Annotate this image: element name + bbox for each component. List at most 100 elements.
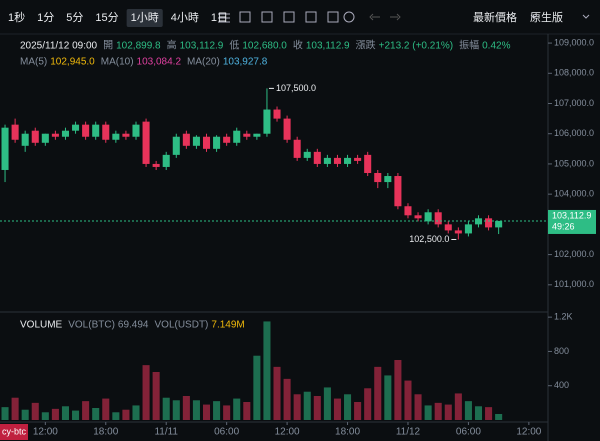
candle-body: [102, 124, 110, 140]
volume-bar: [112, 412, 120, 420]
x-tick-label: 11/11: [154, 427, 178, 438]
volume-bar: [223, 405, 231, 420]
candle-body: [31, 130, 39, 143]
interval-button[interactable]: 4小時: [171, 11, 199, 24]
volume-bar: [424, 405, 432, 420]
candle-body: [82, 124, 90, 137]
candle-body: [404, 206, 412, 216]
last-price-box: [548, 209, 596, 234]
candle-body: [374, 173, 382, 183]
candle-body: [414, 215, 422, 219]
candle-body: [41, 133, 49, 143]
interval-button[interactable]: 1分: [37, 11, 54, 24]
volume-bar: [41, 412, 49, 420]
volume-bar: [152, 372, 160, 420]
volume-bar: [384, 375, 392, 420]
interval-button[interactable]: 1秒: [8, 10, 25, 24]
candle-body: [344, 157, 352, 164]
last-price: 103,112.9: [552, 210, 591, 220]
candle-body: [253, 133, 261, 137]
y-tick-label: 400: [554, 380, 569, 390]
volume-bar: [464, 401, 472, 420]
candle-body: [132, 124, 140, 137]
y-tick-label: 105,000.0: [554, 158, 594, 168]
volume-bar: [202, 404, 211, 420]
volume-bar: [333, 398, 341, 420]
volume-bar: [142, 365, 150, 420]
interval-button[interactable]: 5分: [66, 11, 83, 24]
candle-body: [444, 224, 452, 231]
volume-bar: [51, 408, 59, 420]
candle-body: [61, 130, 70, 137]
candle-body: [202, 136, 211, 149]
volume-bar: [31, 402, 39, 420]
x-tick-label: 06:00: [456, 427, 481, 438]
header-label: MA(10): [101, 57, 134, 68]
x-tick-label: 12:00: [33, 427, 58, 438]
header-label: VOL(BTC): [68, 320, 115, 331]
candle-body: [293, 139, 301, 158]
x-tick-label: 12:00: [275, 427, 300, 438]
header-label: 高: [167, 39, 177, 52]
y-tick-label: 106,000.0: [554, 128, 594, 138]
volume-bar: [1, 407, 9, 420]
volume-bar: [102, 398, 110, 420]
candle-body: [323, 157, 331, 164]
toolbar-icons[interactable]: [218, 11, 590, 23]
candle-body: [233, 130, 241, 143]
candle-body: [384, 176, 392, 183]
candle-body: [152, 163, 160, 167]
volume-bar: [303, 391, 311, 420]
header-value: 103,927.8: [223, 57, 268, 68]
x-tick-label: 18:00: [335, 427, 360, 438]
candle-body: [192, 136, 200, 146]
volume-bar: [495, 414, 503, 420]
volume-bar: [474, 406, 483, 420]
header-value: 0.42%: [482, 41, 510, 52]
header-value: 102,945.0: [50, 57, 95, 68]
volume-bar: [82, 401, 90, 420]
x-tick-label: 12:00: [516, 427, 541, 438]
price-type[interactable]: 最新價格: [473, 10, 517, 24]
volume-bar: [344, 394, 352, 420]
interval-button[interactable]: 1日: [211, 12, 228, 24]
y-tick-label: 104,000.0: [554, 189, 594, 199]
header-label: 開: [103, 40, 113, 52]
volume-bar: [404, 380, 412, 420]
volume-bar: [11, 397, 19, 420]
volume-bar: [182, 396, 190, 420]
volume-bar: [253, 355, 261, 420]
volume-title: VOLUME: [20, 320, 63, 331]
volume-bar: [213, 401, 221, 420]
volume-bar: [283, 378, 291, 420]
header-value: +213.2 (+0.21%): [379, 41, 454, 52]
y-tick-label: 102,000.0: [554, 249, 594, 259]
candle-body: [303, 151, 311, 158]
volume-bar: [61, 406, 70, 420]
candle-body: [243, 133, 251, 137]
candle-body: [464, 224, 472, 234]
header-label: VOL(USDT): [155, 320, 209, 331]
header-label: MA(5): [20, 57, 47, 68]
candle-body: [263, 109, 271, 134]
candle-body: [51, 133, 59, 137]
candle-body: [162, 154, 170, 167]
candle-body: [1, 127, 9, 170]
interval-button[interactable]: 1小時: [131, 11, 159, 24]
symbol-badge: [0, 424, 28, 440]
candle-body: [454, 230, 462, 234]
volume-bar: [192, 400, 200, 420]
volume-bar: [263, 321, 271, 420]
low-annotation: 102,500.0: [409, 234, 449, 244]
candle-body: [122, 133, 130, 137]
candle-body: [333, 157, 341, 164]
volume-bar: [434, 402, 442, 420]
volume-bar: [273, 366, 281, 420]
interval-button[interactable]: 15分: [95, 11, 118, 24]
candle-body: [182, 133, 190, 146]
view-mode[interactable]: 原生版: [530, 10, 563, 24]
volume-bar: [233, 398, 241, 420]
header-label: 漲跌: [356, 39, 376, 52]
header-value: 7.149M: [211, 320, 244, 331]
